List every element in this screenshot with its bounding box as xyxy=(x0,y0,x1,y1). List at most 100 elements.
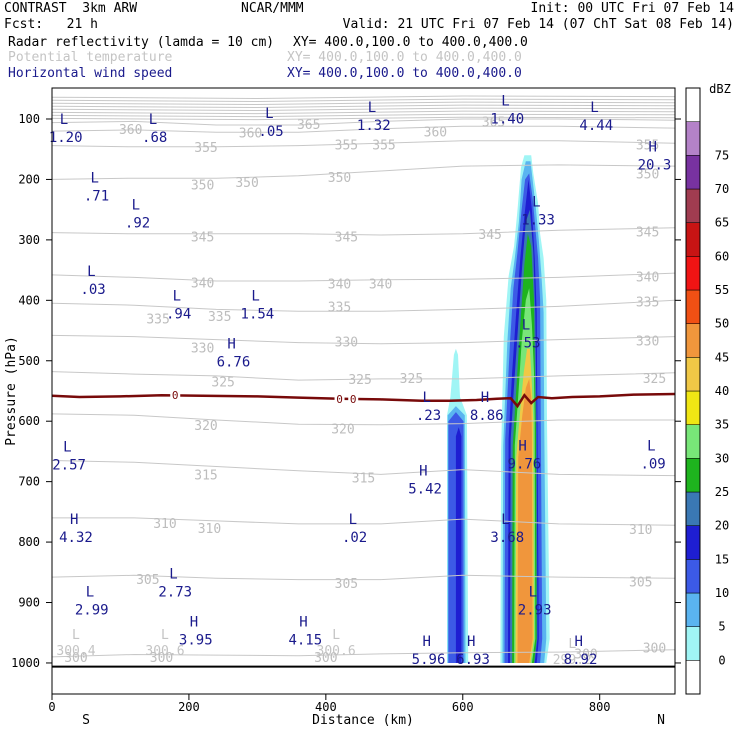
freezing-level-label: 0 xyxy=(350,393,357,406)
theta-label-325: 325 xyxy=(643,372,666,387)
theta-label-315: 315 xyxy=(352,472,375,487)
theta-label-350: 350 xyxy=(636,168,659,183)
wind-speed-value: 2.93 xyxy=(518,603,552,619)
wind-speed-value: 2.99 xyxy=(75,603,109,619)
wind-max-marker: H xyxy=(227,337,235,353)
theta-isoline-350 xyxy=(52,164,675,180)
wind-min-marker: L xyxy=(265,106,273,122)
y-tick-label: 1000 xyxy=(11,656,40,670)
x-axis-label: Distance (km) xyxy=(312,713,414,728)
theta-isoline-305 xyxy=(52,574,675,581)
wind-min-marker: L xyxy=(87,264,95,280)
wind-max-marker: H xyxy=(419,464,427,480)
theta-low-marker: L xyxy=(72,628,80,643)
theta-label-300: 300 xyxy=(64,651,87,666)
theta-label-340: 340 xyxy=(369,278,392,293)
colorbar-segment xyxy=(685,323,701,358)
colorbar-tick-label: 45 xyxy=(715,350,729,364)
colorbar-segment xyxy=(685,491,701,526)
field-theta-xy: XY= 400.0,100.0 to 400.0,400.0 xyxy=(287,50,522,65)
wind-speed-value: 2.57 xyxy=(52,457,86,473)
theta-low-value: 300.6 xyxy=(317,644,356,659)
wind-speed-value: 20.3 xyxy=(638,158,672,174)
theta-low-value: 300.4 xyxy=(56,644,95,659)
colorbar-segment xyxy=(685,626,701,661)
wind-speed-value: 6.76 xyxy=(217,355,251,371)
colorbar-tick-label: 75 xyxy=(715,148,729,162)
y-tick-label: 700 xyxy=(18,475,40,489)
wind-min-marker: L xyxy=(63,439,71,455)
wind-speed-value: 2.73 xyxy=(158,584,192,600)
wind-min-marker: L xyxy=(169,566,177,582)
y-axis-label: Pressure (hPa) xyxy=(4,336,19,446)
reflectivity-45dbz-area xyxy=(517,378,533,663)
wind-speed-value: 8.92 xyxy=(564,652,598,668)
wind-speed-value: .03 xyxy=(80,282,105,298)
colorbar-segment xyxy=(685,660,701,695)
wind-speed-value: 5.42 xyxy=(408,482,442,498)
colorbar-segment xyxy=(685,525,701,560)
wind-speed-value: 3.95 xyxy=(179,633,213,649)
theta-label-325: 325 xyxy=(348,373,371,388)
x-tick-label: 0 xyxy=(48,700,55,714)
freezing-level-label: 0 xyxy=(172,389,179,402)
wind-speed-value: 1.40 xyxy=(490,112,524,128)
theta-isoline-upper xyxy=(52,107,675,112)
theta-label-360: 360 xyxy=(239,127,262,142)
forecast-hour: Fcst: 21 h xyxy=(4,17,98,32)
colorbar-tick-label: 40 xyxy=(715,384,729,398)
theta-label-345: 345 xyxy=(636,226,659,241)
field-wind-name: Horizontal wind speed xyxy=(8,66,173,81)
wind-min-marker: L xyxy=(501,94,509,110)
colorbar-tick-label: 50 xyxy=(715,317,729,331)
theta-label-365: 365 xyxy=(297,118,320,133)
wind-min-marker: L xyxy=(251,288,259,304)
x-tick-label: 600 xyxy=(452,700,474,714)
colorbar-segment xyxy=(685,188,701,223)
y-tick-label: 200 xyxy=(18,172,40,186)
colorbar-segment xyxy=(685,87,701,122)
wind-speed-value: 9.76 xyxy=(508,456,542,472)
theta-label-325: 325 xyxy=(400,372,423,387)
wind-speed-value: .71 xyxy=(84,189,109,205)
theta-label-350: 350 xyxy=(328,171,351,186)
theta-isoline-upper xyxy=(52,110,675,115)
wind-min-marker: L xyxy=(423,390,431,406)
model-title: CONTRAST 3km ARW xyxy=(4,1,138,16)
x-tick-label: 800 xyxy=(589,700,611,714)
wind-min-marker: L xyxy=(91,171,99,187)
theta-isoline-310 xyxy=(52,517,675,526)
theta-label-345: 345 xyxy=(478,228,501,243)
wind-speed-value: 1.54 xyxy=(241,306,275,322)
wind-speed-value: .92 xyxy=(125,216,150,232)
wind-speed-value: 4.15 xyxy=(288,633,322,649)
wind-speed-value: 8.86 xyxy=(470,408,504,424)
theta-label-325: 325 xyxy=(211,376,234,391)
theta-label-335: 335 xyxy=(146,313,169,328)
wind-max-marker: H xyxy=(518,438,526,454)
y-tick-label: 400 xyxy=(18,293,40,307)
theta-label-355: 355 xyxy=(372,139,395,154)
plot-frame xyxy=(51,87,676,695)
theta-label-365: 365 xyxy=(482,116,505,131)
theta-isoline-320 xyxy=(52,413,675,426)
theta-isoline-360 xyxy=(52,125,675,133)
colorbar-segment xyxy=(685,222,701,257)
colorbar-segment xyxy=(685,559,701,594)
wind-max-marker: H xyxy=(648,140,656,156)
theta-isoline-upper xyxy=(52,98,675,103)
theta-label-350: 350 xyxy=(191,178,214,193)
wind-min-marker: L xyxy=(529,585,537,601)
wind-max-marker: H xyxy=(190,615,198,631)
wind-min-marker: L xyxy=(349,512,357,528)
colorbar-segment xyxy=(685,390,701,425)
colorbar-segment xyxy=(685,155,701,190)
theta-label-335: 335 xyxy=(636,296,659,311)
wind-max-marker: H xyxy=(70,512,78,528)
wind-speed-value: .94 xyxy=(166,306,191,322)
theta-isoline-355 xyxy=(52,140,675,148)
colorbar-tick-label: 60 xyxy=(715,249,729,263)
theta-label-330: 330 xyxy=(636,334,659,349)
theta-label-310: 310 xyxy=(198,522,221,537)
theta-low-value: 299.2 xyxy=(553,653,592,668)
